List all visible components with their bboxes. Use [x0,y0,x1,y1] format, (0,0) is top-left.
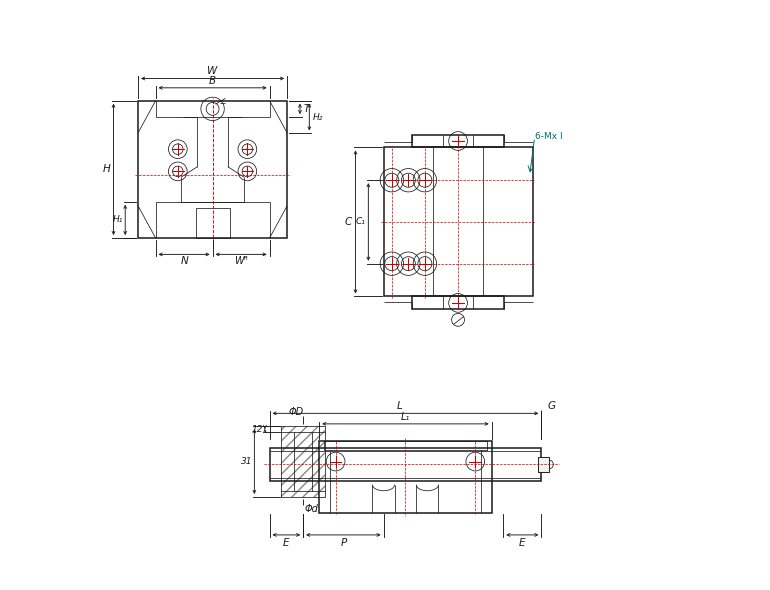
Bar [412,296,504,309]
Text: E: E [519,537,526,548]
Bar [281,426,325,497]
Text: L: L [397,401,403,411]
Text: B: B [209,76,216,86]
Bar [538,457,549,472]
Text: P: P [340,537,346,548]
Text: H: H [102,165,110,174]
Text: 6-Mx l: 6-Mx l [535,132,563,140]
Text: Wᴿ: Wᴿ [234,257,248,267]
Text: G: G [547,401,555,411]
Text: C₁: C₁ [356,218,366,227]
Text: E: E [283,537,290,548]
Bar [138,101,287,238]
Bar [324,441,487,450]
Text: T: T [304,104,310,114]
Text: N: N [180,257,188,267]
Bar [383,148,533,296]
Bar [320,441,492,513]
Bar [538,457,549,472]
Text: H₂: H₂ [313,113,323,122]
Text: 31: 31 [241,457,253,466]
Bar [281,426,325,497]
Bar [270,448,541,481]
Bar [196,208,229,238]
Text: ΦD: ΦD [289,407,303,417]
Bar [412,135,504,148]
Text: 12: 12 [252,425,263,434]
Text: C: C [344,217,352,227]
Text: L₁: L₁ [401,412,410,422]
Text: H₁: H₁ [112,215,122,224]
Text: W: W [207,66,218,76]
Text: Φd: Φd [305,504,319,514]
